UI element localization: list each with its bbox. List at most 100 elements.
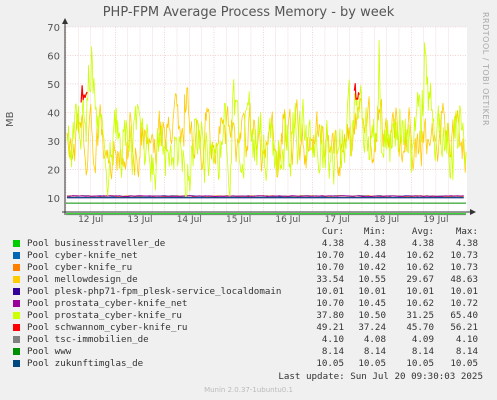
header-avg: Avg: [411,226,434,237]
legend-row: Pool prostata_cyber-knife_ru 37.80 10.50 31… [0,310,497,322]
series-line [66,195,464,197]
legend-series-name: Pool plesk-php71-fpm_plesk-service_local… [27,286,282,297]
legend-max-value: 65.40 [450,310,478,321]
legend-row: Pool schwannom_cyber-knife_ru 49.21 37.24 4… [0,322,497,334]
series-lines [66,39,467,216]
legend-row: Pool plesk-php71-fpm_plesk-service_local… [0,286,497,298]
legend-row: Pool mellowdesign_de 33.54 10.55 29.67 48.63 [0,274,497,286]
y-tick-label: 40 [47,108,60,119]
legend-avg-value: 45.70 [406,322,434,333]
legend-swatch [13,312,20,319]
legend-swatch [13,240,20,247]
legend-cur-value: 10.70 [316,250,344,261]
x-tick-label: 12 Jul [78,215,103,225]
legend-avg-value: 4.38 [411,238,434,249]
legend-series-name: Pool zukunftimglas_de [27,358,144,369]
legend-series-name: Pool prostata_cyber-knife_ru [27,310,182,321]
series-line [353,82,360,101]
legend-swatch [13,360,20,367]
legend-swatch [13,288,20,295]
legend-swatch [13,252,20,259]
legend-swatch [13,348,20,355]
legend-swatch [13,276,20,283]
legend-min-value: 10.50 [358,310,386,321]
legend-cur-value: 37.80 [316,310,344,321]
legend-max-value: 10.72 [450,298,478,309]
last-update: Last update: Sun Jul 20 09:30:03 2025 [278,371,483,382]
plot-area [65,27,467,212]
legend-cur-value: 8.14 [321,346,344,357]
legend-max-value: 48.63 [450,274,478,285]
legend-avg-value: 10.62 [406,298,434,309]
series-line [66,39,467,197]
y-axis-arrow [62,18,68,24]
y-tick-label: 20 [47,165,60,176]
x-tick-label: 15 Jul [226,215,251,225]
chart-title: PHP-FPM Average Process Memory - by week [102,5,395,20]
legend-series-name: Pool cyber-knife_net [27,250,138,261]
y-tick-label: 30 [47,137,60,148]
x-tick-label: 13 Jul [127,215,152,225]
legend-max-value: 56.21 [450,322,478,333]
legend-row: Pool zukunftimglas_de 10.05 10.05 10.05 10.0… [0,358,497,370]
legend-cur-value: 4.10 [321,334,344,345]
legend-row: Pool businesstraveller_de 4.38 4.38 4.38 4.3… [0,238,497,250]
legend-avg-value: 31.25 [406,310,434,321]
legend-row: Pool cyber-knife_net 10.70 10.44 10.62 10.73 [0,250,497,262]
legend-cur-value: 33.54 [316,274,344,285]
legend-cur-value: 10.70 [316,298,344,309]
x-tick-label: 19 Jul [423,215,448,225]
legend-min-value: 4.38 [363,238,386,249]
x-tick-label: 17 Jul [325,215,350,225]
legend-series-name: Pool mellowdesign_de [27,274,138,285]
legend-min-value: 4.08 [363,334,386,345]
legend-rows: Pool businesstraveller_de 4.38 4.38 4.38 4.3… [0,238,497,370]
tick-labels: 10 20 30 40 50 60 70 12 Jul 13 Jul 14 Jul 15 Jul 16… [47,23,448,225]
legend-swatch [13,336,20,343]
y-tick-label: 50 [47,80,60,91]
legend-series-name: Pool cyber-knife_ru [27,262,133,273]
legend-min-value: 8.14 [363,346,386,357]
legend-cur-value: 10.70 [316,262,344,273]
legend-min-value: 10.01 [358,286,386,297]
legend-max-value: 10.01 [450,286,478,297]
legend-series-name: Pool schwannom_cyber-knife_ru [27,322,188,333]
legend-max-value: 8.14 [455,346,478,357]
legend-max-value: 4.38 [455,238,478,249]
legend-header: Cur: Min: Avg: Max: [0,226,497,238]
series-line [66,87,467,180]
legend-cur-value: 10.01 [316,286,344,297]
legend-avg-value: 4.09 [411,334,434,345]
y-tick-label: 10 [47,194,60,205]
header-max: Max: [455,226,478,237]
legend-min-value: 37.24 [358,322,386,333]
legend-min-value: 10.05 [358,358,386,369]
legend-series-name: Pool www [27,346,72,357]
legend-swatch [13,264,20,271]
x-axis-arrow [470,209,476,215]
y-tick-label: 70 [47,23,60,34]
series-line [80,85,88,103]
legend-cur-value: 49.21 [316,322,344,333]
legend-row: Pool tsc-immobilien_de 4.10 4.08 4.09 4.10 [0,334,497,346]
legend-avg-value: 10.62 [406,262,434,273]
legend-cur-value: 4.38 [321,238,344,249]
legend-row: Pool prostata_cyber-knife_net 10.70 10.45 1… [0,298,497,310]
legend-avg-value: 29.67 [406,274,434,285]
legend-cur-value: 10.05 [316,358,344,369]
legend-row: Pool www 8.14 8.14 8.14 8.14 [0,346,497,358]
legend-max-value: 4.10 [455,334,478,345]
legend-min-value: 10.45 [358,298,386,309]
legend-series-name: Pool prostata_cyber-knife_net [27,298,188,309]
legend-series-name: Pool businesstraveller_de [27,238,166,249]
rrdtool-credit: RRDTOOL / TOBI OETIKER [481,12,490,127]
chart-plot: 10 20 30 40 50 60 70 12 Jul 13 Jul 14 Jul 15 Jul 16… [47,18,476,225]
legend-avg-value: 10.05 [406,358,434,369]
y-tick-label: 60 [47,51,60,62]
legend-series-name: Pool tsc-immobilien_de [27,334,149,345]
legend-max-value: 10.73 [450,262,478,273]
legend-min-value: 10.42 [358,262,386,273]
legend-min-value: 10.44 [358,250,386,261]
x-tick-label: 14 Jul [177,215,202,225]
header-cur: Cur: [321,226,344,237]
